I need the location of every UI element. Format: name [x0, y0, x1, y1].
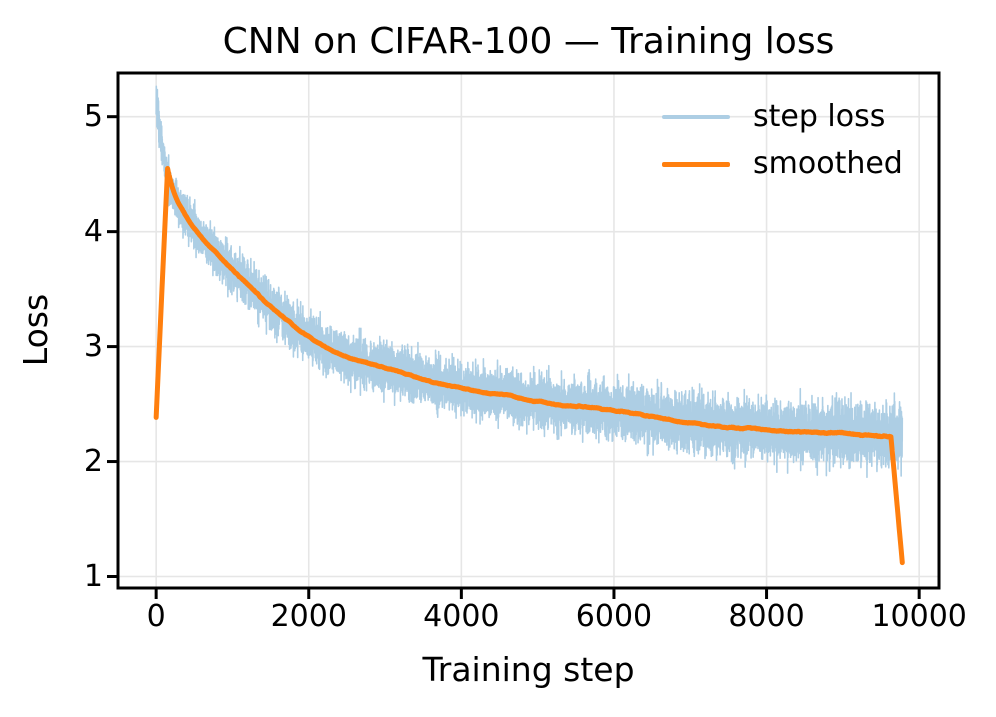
legend-swatch-smoothed: [662, 162, 730, 167]
y-tick-label-4: 4: [83, 213, 103, 249]
y-tick-label-2: 2: [83, 443, 103, 479]
x-tick-label-2000: 2000: [270, 599, 347, 634]
y-tick-label-3: 3: [83, 328, 103, 364]
legend-swatch-step-loss: [662, 115, 730, 119]
y-tick-label-1: 1: [83, 558, 103, 594]
x-tick-label-4000: 4000: [423, 599, 500, 634]
x-tick-label-0: 0: [146, 599, 166, 634]
x-tick-label-10000: 10000: [871, 599, 967, 634]
legend-label-smoothed: smoothed: [753, 146, 903, 181]
y-tick-label-5: 5: [83, 98, 103, 134]
x-axis-label: Training step: [422, 650, 635, 689]
x-tick-label-6000: 6000: [575, 599, 653, 634]
x-tick-label-8000: 8000: [728, 599, 805, 634]
chart-title: CNN on CIFAR-100 — Training loss: [222, 21, 835, 62]
legend-label-step-loss: step loss: [753, 99, 886, 134]
